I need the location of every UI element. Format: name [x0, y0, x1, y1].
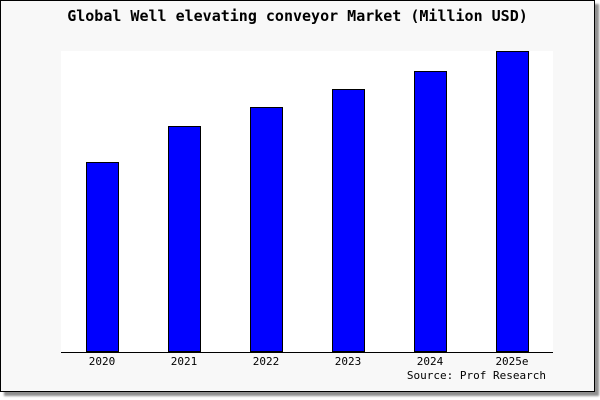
- plot-area: [61, 51, 553, 353]
- x-tick-label-2022: 2022: [252, 355, 280, 368]
- source-note: Source: Prof Research: [406, 369, 546, 382]
- bar-2022: [249, 107, 283, 352]
- bar-2023: [331, 89, 365, 352]
- bar-2020: [85, 162, 119, 352]
- x-tick-label-2024: 2024: [416, 355, 444, 368]
- bar-2025e: [495, 51, 529, 352]
- x-tick-label-2021: 2021: [170, 355, 198, 368]
- bar-2021: [167, 126, 201, 352]
- chart-title: Global Well elevating conveyor Market (M…: [67, 7, 528, 25]
- x-tick-label-2025e: 2025e: [495, 355, 529, 368]
- x-tick-label-2020: 2020: [88, 355, 116, 368]
- bar-2024: [413, 71, 447, 352]
- x-tick-label-2023: 2023: [334, 355, 362, 368]
- chart-frame: Global Well elevating conveyor Market (M…: [0, 0, 595, 392]
